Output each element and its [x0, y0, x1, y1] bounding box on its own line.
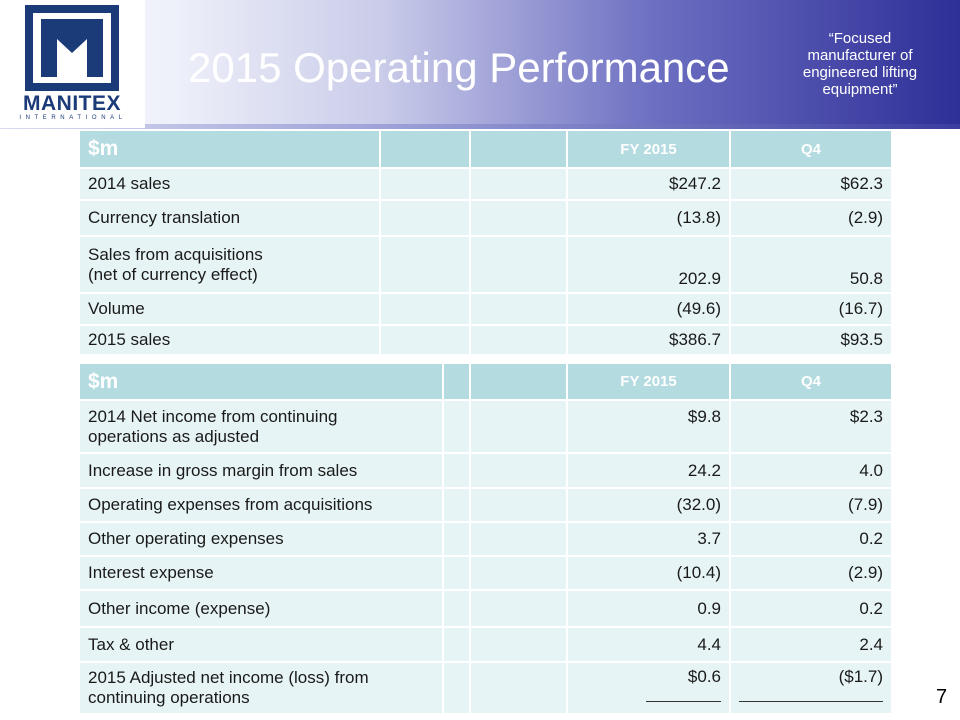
- q4-value: (2.9): [730, 556, 893, 591]
- page-number: 7: [936, 686, 948, 708]
- q4-value: $2.3: [730, 400, 893, 454]
- fy-value: 3.7: [567, 522, 731, 557]
- row-label: Volume: [80, 293, 381, 326]
- fy-value: (49.6): [567, 293, 731, 326]
- q4-value: 0.2: [730, 522, 893, 557]
- q4-value: (16.7): [730, 293, 893, 326]
- row-label-line2: operations as adjusted: [88, 426, 260, 446]
- table-row: Sales from acquisitions (net of currency…: [80, 236, 893, 294]
- fy-value: 24.2: [567, 453, 731, 489]
- table-row: Tax & other 4.4 2.4: [80, 627, 893, 663]
- table-row: Currency translation (13.8) (2.9): [80, 200, 893, 237]
- fy-value: (13.8): [567, 200, 731, 237]
- unit-label: $m: [80, 364, 444, 401]
- row-label: 2015 sales: [80, 325, 381, 356]
- row-label: Other operating expenses: [80, 522, 444, 557]
- q4-value: 4.0: [730, 453, 893, 489]
- table-row: Increase in gross margin from sales 24.2…: [80, 453, 893, 489]
- unit-label: $m: [80, 131, 381, 169]
- header-banner: [0, 0, 960, 126]
- double-underline: [646, 701, 721, 702]
- header-divider: [0, 124, 960, 129]
- fy-value: 0.9: [567, 590, 731, 628]
- tagline: “Focused manufacturer of engineered lift…: [802, 30, 918, 98]
- logo-wordmark: MANITEX: [23, 92, 121, 115]
- q4-value: 2.4: [730, 627, 893, 663]
- q4-value: ($1.7): [730, 661, 893, 715]
- table-row: Operating expenses from acquisitions (32…: [80, 488, 893, 523]
- fy-value: (10.4): [567, 556, 731, 591]
- row-label-line1: 2014 Net income from continuing: [88, 406, 338, 426]
- column-header-q4: Q4: [730, 131, 893, 169]
- fy-value: $247.2: [567, 168, 731, 201]
- column-header-fy: FY 2015: [567, 131, 731, 169]
- row-label: Sales from acquisitions (net of currency…: [80, 236, 381, 294]
- q4-value: $62.3: [730, 168, 893, 201]
- fy-value: (32.0): [567, 488, 731, 523]
- table-row: Other operating expenses 3.7 0.2: [80, 522, 893, 557]
- row-label: Tax & other: [80, 627, 444, 663]
- table-header-row: $m FY 2015 Q4: [80, 131, 893, 169]
- row-label: Currency translation: [80, 200, 381, 237]
- q4-total: ($1.7): [838, 667, 883, 686]
- fy-value: 4.4: [567, 627, 731, 663]
- row-label: Interest expense: [80, 556, 444, 591]
- row-label: 2014 Net income from continuing operatio…: [80, 400, 444, 454]
- manitex-logo-icon: [25, 5, 119, 91]
- table-header-row: $m FY 2015 Q4: [80, 364, 893, 401]
- table-row: 2014 sales $247.2 $62.3: [80, 168, 893, 201]
- row-label: Operating expenses from acquisitions: [80, 488, 444, 523]
- row-label-line2: (net of currency effect): [88, 264, 258, 284]
- fy-value: $0.6: [567, 661, 731, 715]
- logo-subtitle: INTERNATIONAL: [19, 115, 127, 121]
- fy-total: $0.6: [687, 667, 721, 686]
- fy-value: $9.8: [567, 400, 731, 454]
- table-row: Volume (49.6) (16.7): [80, 293, 893, 326]
- double-underline: [739, 701, 883, 702]
- row-label-line1: 2015 Adjusted net income (loss) from: [88, 668, 369, 687]
- row-label: 2015 Adjusted net income (loss) from con…: [80, 662, 444, 715]
- sales-bridge-table: $m FY 2015 Q4 2014 sales $247.2 $62.3 Cu…: [80, 131, 893, 356]
- q4-value: 0.2: [730, 590, 893, 628]
- q4-value: (2.9): [730, 200, 893, 237]
- fy-value: $386.7: [567, 324, 731, 356]
- row-label-line2: continuing operations: [88, 688, 250, 707]
- row-label: 2014 sales: [80, 168, 381, 201]
- company-logo: MANITEX INTERNATIONAL: [0, 0, 145, 128]
- table-row: Other income (expense) 0.9 0.2: [80, 590, 893, 628]
- q4-value: $93.5: [730, 324, 893, 356]
- table-row: 2015 sales $386.7 $93.5: [80, 324, 893, 356]
- row-label-line1: Sales from acquisitions: [88, 244, 263, 264]
- q4-value: 50.8: [730, 236, 893, 294]
- table-row: 2014 Net income from continuing operatio…: [80, 400, 893, 454]
- row-label: Increase in gross margin from sales: [80, 453, 444, 489]
- page-title: 2015 Operating Performance: [188, 44, 730, 91]
- table-row: 2015 Adjusted net income (loss) from con…: [80, 661, 893, 715]
- table-row: Interest expense (10.4) (2.9): [80, 556, 893, 591]
- net-income-bridge-table: $m FY 2015 Q4 2014 Net income from conti…: [80, 364, 893, 715]
- column-header-fy: FY 2015: [567, 364, 731, 401]
- column-header-q4: Q4: [730, 364, 893, 401]
- fy-value: 202.9: [567, 236, 731, 294]
- q4-value: (7.9): [730, 488, 893, 523]
- row-label: Other income (expense): [80, 590, 444, 628]
